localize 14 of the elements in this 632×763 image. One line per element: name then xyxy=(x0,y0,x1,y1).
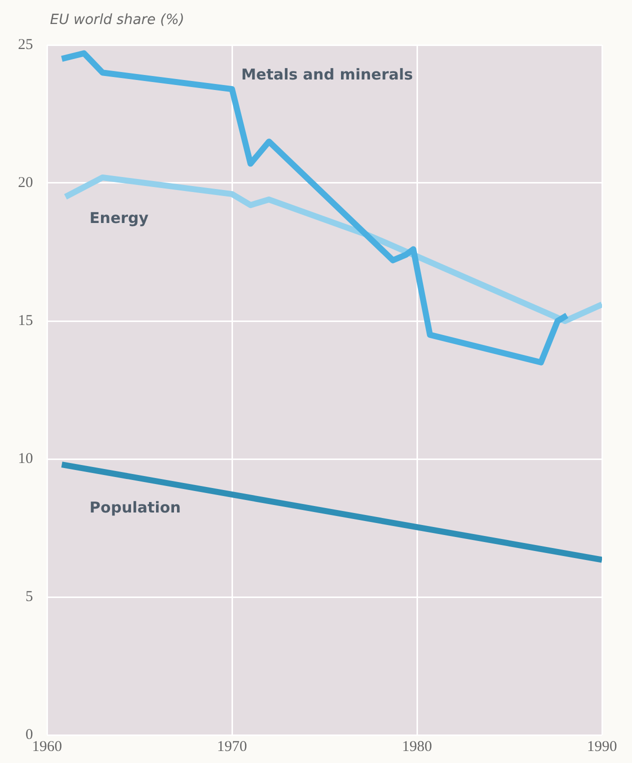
x-tick-label: 1970 xyxy=(217,738,247,755)
y-tick-label: 15 xyxy=(18,312,33,329)
x-tick-label: 1980 xyxy=(402,738,432,755)
y-tick-label: 0 xyxy=(26,726,33,743)
y-tick-label: 10 xyxy=(18,450,33,467)
y-axis-title: EU world share (%) xyxy=(50,12,184,28)
series-label: Metals and minerals xyxy=(241,65,413,84)
series-label: Energy xyxy=(90,208,149,227)
x-tick-label: 1960 xyxy=(32,738,62,755)
series-label: Population xyxy=(90,498,181,517)
y-tick-label: 25 xyxy=(18,36,33,53)
x-tick-label: 1990 xyxy=(587,738,617,755)
y-tick-label: 5 xyxy=(26,588,33,605)
y-tick-label: 20 xyxy=(18,174,33,191)
